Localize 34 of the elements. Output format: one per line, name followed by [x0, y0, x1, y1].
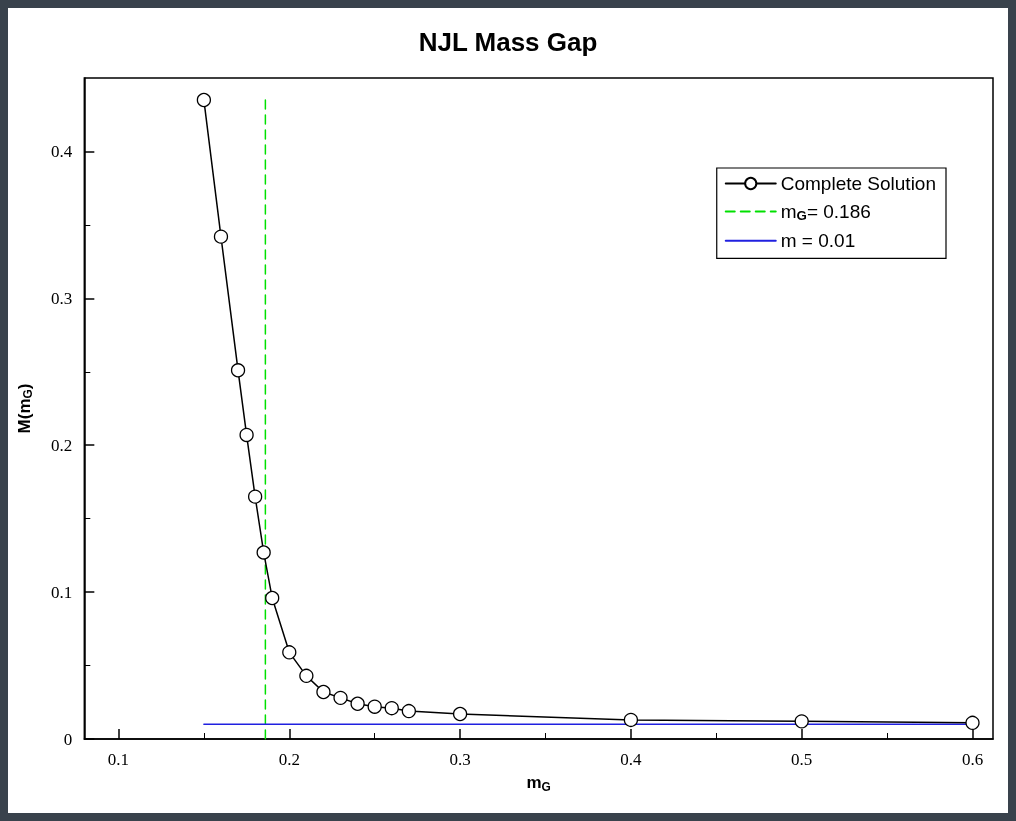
- point: [196, 92, 212, 108]
- point: [401, 703, 416, 719]
- x-tick-label: 0.5: [791, 750, 813, 769]
- point: [333, 690, 348, 706]
- point: [230, 363, 246, 378]
- chart-title: NJL Mass Gap: [418, 27, 598, 57]
- point: [965, 715, 980, 730]
- point: [384, 701, 399, 716]
- point: [794, 714, 809, 729]
- x-tick-label: 0.3: [449, 750, 471, 769]
- legend-label: Complete Solution: [780, 173, 937, 194]
- y-axis-title: M(mG): [15, 383, 36, 434]
- point: [239, 427, 254, 443]
- x-tick-label: 0.1: [107, 750, 130, 769]
- x-tick-label: 0.2: [278, 750, 300, 769]
- point: [299, 668, 314, 683]
- point: [213, 229, 229, 244]
- point: [282, 645, 297, 660]
- x-tick-label: 0.6: [961, 750, 984, 769]
- y-tick-label: 0.3: [51, 288, 73, 308]
- y-tick-label: 0.2: [51, 435, 73, 455]
- x-tick-label: 0.4: [620, 750, 643, 769]
- point: [256, 545, 271, 560]
- y-tick-label: 0.4: [51, 141, 73, 161]
- point: [623, 712, 639, 728]
- point: [350, 696, 365, 711]
- point: [452, 706, 468, 722]
- point: [316, 684, 331, 700]
- legend-label: m = 0.01: [780, 230, 856, 252]
- y-tick-label: 0.1: [51, 582, 73, 602]
- point: [247, 489, 263, 504]
- y-tick-label: 0: [63, 729, 73, 749]
- point: [265, 590, 280, 606]
- point: [367, 699, 382, 714]
